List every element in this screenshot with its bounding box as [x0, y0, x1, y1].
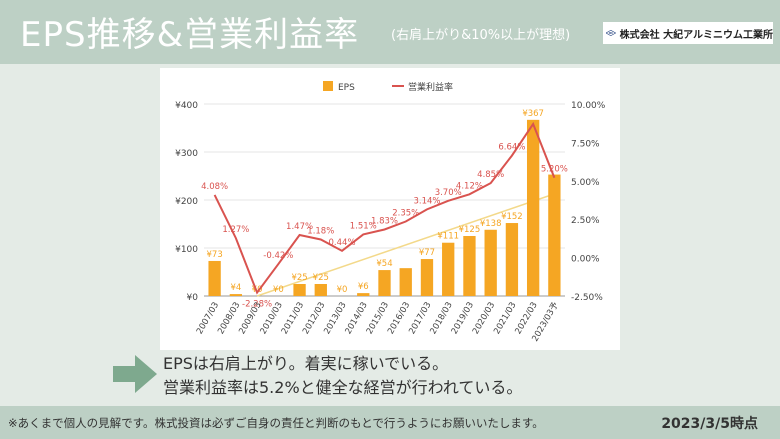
company-name: 株式会社 大紀アルミニウム工業所 [619, 29, 773, 41]
eps-data-label: ¥77 [419, 248, 435, 258]
page-subtitle: (右肩上がり&10%以上が理想) [391, 28, 571, 43]
margin-data-label: 4.85% [477, 170, 504, 180]
chart-card: ¥0 ¥100 ¥200 ¥300 ¥400 -2.50% 0.00% 2.50% 5.00% 7… [160, 68, 620, 350]
y-left-tick-label: ¥300 [175, 149, 198, 159]
margin-data-label: 4.08% [201, 182, 228, 192]
comment-margin: 営業利益率は5.2%と健全な経営が行われている。 [163, 378, 523, 397]
eps-data-label: ¥152 [501, 212, 523, 222]
eps-bar [463, 236, 476, 296]
company-logo: DIK 株式会社 大紀アルミニウム工業所 [603, 22, 773, 44]
eps-bar [484, 229, 497, 296]
y-left-tick-label: ¥100 [175, 245, 198, 255]
margin-data-label: 6.64% [498, 143, 525, 153]
eps-data-label: ¥25 [291, 273, 307, 283]
as-of-date: 2023/3/5時点 [661, 416, 758, 432]
eps-bar [399, 268, 412, 296]
margin-data-label: -0.42% [263, 251, 293, 261]
y-right-tick-label: 7.50% [571, 139, 600, 149]
eps-bar [442, 242, 455, 296]
header-bar: EPS推移&営業利益率 (右肩上がり&10%以上が理想) DIK 株式会社 大紀… [0, 0, 780, 64]
eps-data-label: ¥111 [437, 232, 459, 242]
eps-data-label: ¥73 [207, 250, 223, 260]
page-title: EPS推移&営業利益率 [20, 15, 360, 55]
eps-bar [548, 174, 561, 296]
footer-bar: ※あくまで個人の見解です。株式投資は必ずご自身の責任と判断のもとで行うようにお願… [0, 406, 780, 439]
eps-data-label: ¥367 [522, 109, 544, 119]
y-left-tick-label: ¥200 [175, 197, 198, 207]
margin-data-label: 2.35% [392, 209, 419, 219]
y-right-tick-label: -2.50% [571, 293, 603, 303]
arrow-right-icon [113, 355, 157, 393]
margin-line [213, 121, 556, 295]
legend-label-margin: 営業利益率 [408, 81, 453, 93]
eps-data-label: ¥138 [480, 219, 502, 229]
margin-data-label: -2.28% [242, 300, 272, 310]
eps-bar [505, 223, 519, 296]
margin-data-label: 5.20% [541, 165, 568, 175]
eps-data-label: ¥0 [337, 285, 348, 295]
margin-data-label: 1.47% [286, 222, 313, 232]
logo-mark-text: DIK [609, 32, 613, 35]
y-left-tick-label: ¥400 [175, 101, 198, 111]
eps-bar [526, 119, 540, 296]
margin-data-label: 3.14% [413, 196, 440, 206]
y-right-tick-label: 10.00% [571, 101, 606, 111]
y-right-tick-label: 5.00% [571, 178, 600, 188]
legend-label-eps: EPS [338, 83, 355, 93]
margin-data-label: 0.44% [329, 238, 356, 248]
eps-trendline [256, 193, 555, 297]
margin-data-label: 1.27% [222, 225, 249, 235]
eps-data-label: ¥4 [230, 283, 241, 293]
eps-bar [293, 284, 306, 296]
eps-bar [420, 259, 434, 296]
y-left-tick-label: ¥0 [187, 293, 199, 303]
margin-data-label: 4.12% [456, 181, 483, 191]
eps-bar [357, 293, 370, 296]
eps-bar [314, 284, 327, 296]
y-right-tick-label: 2.50% [571, 216, 600, 226]
company-logo-icon: DIK [606, 29, 616, 37]
margin-data-label: 1.51% [350, 221, 377, 231]
margin-data-label: 3.70% [435, 188, 462, 198]
legend-swatch-eps [323, 81, 333, 91]
eps-bar [208, 260, 221, 296]
eps-data-label: ¥0 [273, 285, 284, 295]
eps-margin-chart: ¥0 ¥100 ¥200 ¥300 ¥400 -2.50% 0.00% 2.50% 5.00% 7… [175, 81, 606, 343]
disclaimer-text: ※あくまで個人の見解です。株式投資は必ずご自身の責任と判断のもとで行うようにお願… [8, 416, 544, 430]
comment-eps: EPSは右肩上がり。着実に稼いでいる。 [163, 354, 449, 373]
margin-data-label: 1.18% [307, 226, 334, 236]
margin-data-label: 1.83% [371, 216, 398, 226]
y-right-tick-label: 0.00% [571, 255, 600, 265]
eps-data-label: ¥25 [313, 273, 329, 283]
eps-data-label: ¥6 [358, 282, 369, 292]
eps-data-label: ¥125 [459, 225, 481, 235]
eps-data-label: ¥54 [376, 259, 392, 269]
eps-bar [229, 294, 243, 296]
eps-bar [378, 270, 391, 296]
